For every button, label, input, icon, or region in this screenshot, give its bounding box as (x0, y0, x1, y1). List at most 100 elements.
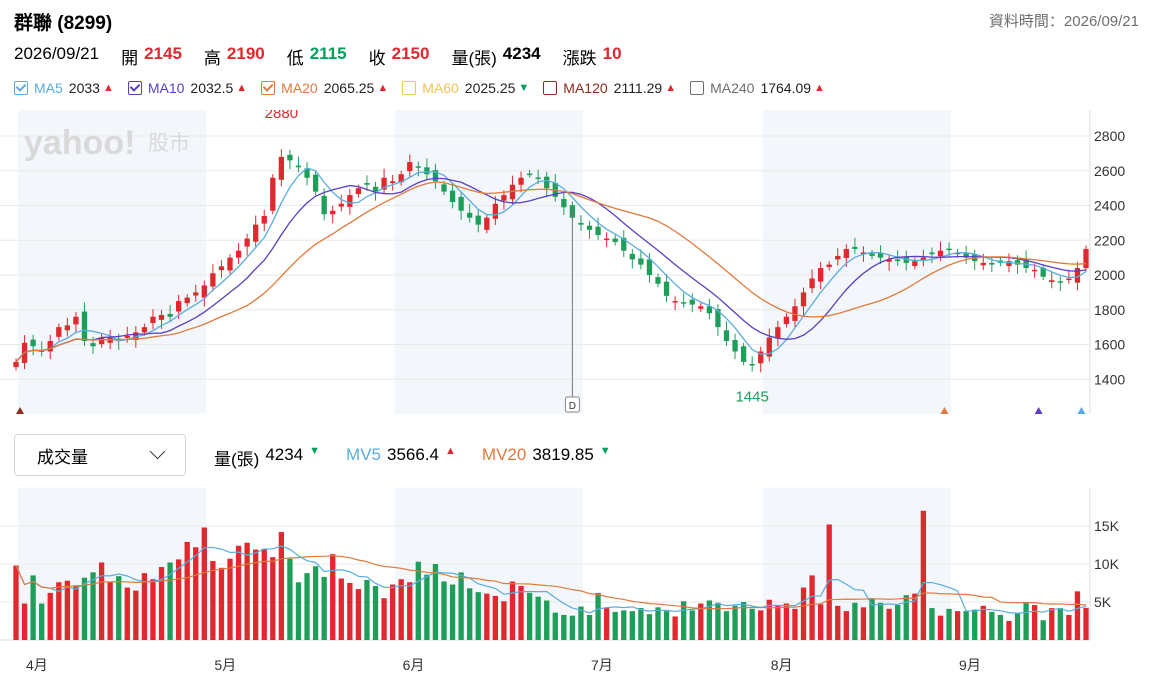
volume-bar (698, 603, 704, 640)
volume-bar (929, 608, 935, 640)
candle-body (141, 327, 148, 333)
volume-bar (723, 611, 730, 640)
price-annotation: 2880 (265, 110, 298, 122)
candle-body (792, 306, 798, 321)
candle-body (817, 268, 824, 282)
volume-bar (835, 605, 841, 640)
low-label: 低 (286, 49, 304, 68)
candle-body (775, 327, 781, 339)
ma-toggle-ma120[interactable]: MA120 2111.29 ▲ (543, 80, 676, 96)
volume-bar (56, 582, 62, 640)
candle-body (98, 337, 105, 345)
ma-toggle-ma60[interactable]: MA60 2025.25 ▼ (402, 80, 529, 96)
event-marker (564, 396, 580, 413)
volume-bar (783, 603, 790, 640)
mv20-down-icon: ▼ (599, 445, 611, 457)
candle-body (47, 341, 53, 352)
event-marker-label: D (569, 401, 576, 412)
checkbox-icon[interactable] (261, 81, 276, 95)
candle-body (912, 261, 918, 266)
mv-line-5 (15, 545, 1087, 614)
price-tick-label: 2200 (1094, 232, 1125, 248)
volume-bar (458, 572, 464, 640)
candle-body (355, 188, 362, 195)
volume-bar (441, 581, 447, 640)
candle-body (1031, 269, 1038, 272)
volume-bar (338, 578, 344, 640)
volume-bar (372, 586, 379, 640)
candle-body (586, 225, 593, 230)
candle-body (946, 248, 952, 251)
data-timestamp: 資料時間：2026/09/21 (988, 13, 1139, 30)
checkbox-icon[interactable] (402, 81, 417, 95)
mv5-label: MV5 (346, 445, 382, 464)
volume-bar (869, 598, 875, 640)
yahoo-logo-suffix: 股市 (148, 132, 190, 155)
volume-bar (210, 560, 216, 640)
price-tick-label: 1400 (1094, 371, 1125, 387)
signal-marker-icon (1077, 407, 1086, 414)
candle-body (330, 210, 336, 215)
candle-body (73, 316, 79, 325)
candle-body (526, 173, 533, 176)
checkbox-icon[interactable] (690, 81, 705, 95)
checkbox-icon[interactable] (14, 81, 28, 95)
signal-marker-icon (940, 407, 949, 414)
volume-bar (381, 598, 387, 640)
volume-bar (886, 608, 892, 640)
candle-body (364, 182, 370, 185)
quote-date: 2026/09/21 (14, 44, 100, 63)
volume-bar (492, 595, 499, 640)
checkbox-icon[interactable] (543, 81, 558, 95)
volume-bar (424, 574, 430, 640)
candle-body (432, 170, 439, 182)
volume-bar (133, 590, 139, 640)
indicator-select[interactable]: 成交量 (14, 434, 186, 476)
ma-toggle-ma5[interactable]: MA5 2033 ▲ (14, 80, 114, 96)
volume-bar (672, 616, 678, 640)
candle-body (449, 190, 456, 203)
candle-body (723, 330, 730, 342)
candle-body (646, 259, 653, 276)
change-value: 10 (602, 44, 622, 63)
triangle-up-icon: ▲ (814, 82, 825, 94)
candle-body (860, 252, 867, 255)
ma-legend: MA5 2033 ▲ MA10 2032.5 ▲ MA20 2065.25 ▲ MA60 2025.… (14, 80, 839, 96)
volume-bar (612, 611, 618, 640)
candle-body (201, 285, 207, 298)
volume-bar (253, 549, 259, 640)
volume-bar (689, 610, 695, 640)
volume-bar (415, 561, 421, 640)
volume-bar (997, 614, 1004, 640)
volume-bar (175, 559, 182, 640)
volume-bar (1066, 614, 1072, 640)
volume-bar (766, 599, 772, 640)
volume-bar (586, 614, 593, 640)
volume-bar (355, 589, 362, 640)
volume-bar (81, 577, 88, 640)
volume-bar (1014, 612, 1021, 640)
candle-body (295, 165, 302, 168)
candle-body (81, 311, 88, 342)
candle-body (312, 174, 319, 192)
candle-body (929, 252, 935, 255)
candle-body (167, 313, 173, 317)
volume-bar (47, 592, 53, 640)
candle-body (749, 363, 755, 366)
triangle-up-icon: ▲ (665, 82, 677, 94)
volume-bar (193, 547, 199, 640)
candle-body (629, 253, 635, 260)
ma-toggle-ma20[interactable]: MA20 2065.25 ▲ (261, 80, 388, 96)
volume-chart: 5K 10K 15K 4月 5月 6月 7月 8月 9月 (0, 488, 1120, 673)
volume-bar (407, 582, 413, 640)
mv-line-20 (15, 555, 1087, 610)
ma-toggle-ma240[interactable]: MA240 1764.09 ▲ (690, 80, 825, 96)
ma-toggle-ma10[interactable]: MA10 2032.5 ▲ (127, 80, 247, 96)
volume-bar (1049, 608, 1055, 640)
high-label: 高 (203, 49, 221, 68)
volume-bar (595, 592, 601, 640)
month-band (394, 110, 583, 414)
checkbox-icon[interactable] (127, 81, 142, 95)
volume-bar (295, 582, 302, 640)
volume-bar (809, 575, 815, 640)
